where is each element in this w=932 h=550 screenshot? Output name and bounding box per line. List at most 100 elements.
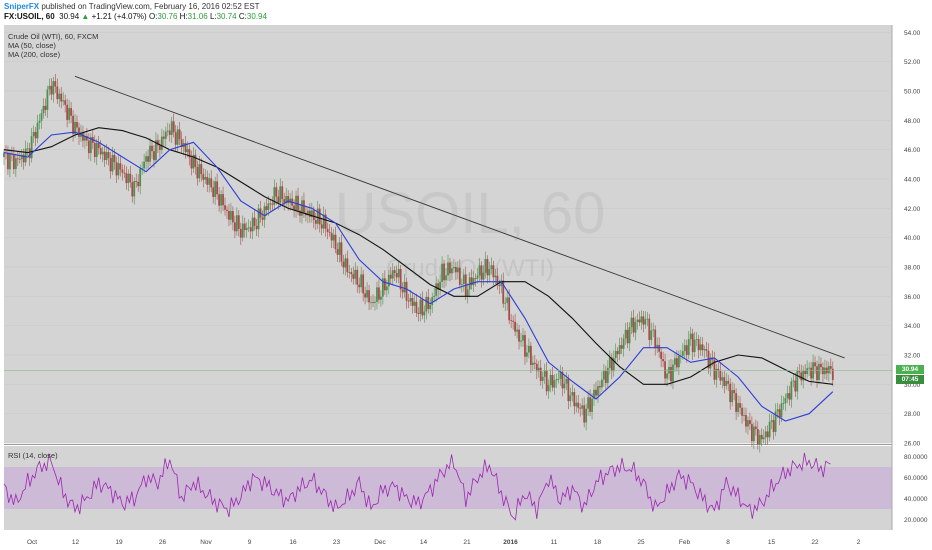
candle-body: [93, 142, 96, 157]
y-tick-label: 52.00: [904, 59, 921, 66]
candle-body: [705, 349, 708, 351]
candle-body: [28, 148, 31, 159]
candle-body: [612, 357, 615, 372]
candle-body: [557, 378, 560, 380]
candle-body: [9, 153, 11, 170]
candle-body: [782, 403, 785, 405]
candle-body: [216, 181, 219, 195]
candle-body: [478, 265, 481, 276]
candle-body: [50, 85, 53, 95]
candle-body: [786, 393, 789, 398]
candle-body: [299, 210, 301, 216]
low-label: L:: [209, 12, 217, 21]
candle-body: [535, 363, 538, 372]
candle-body: [462, 274, 465, 285]
candle-body: [330, 232, 333, 241]
candle-body: [531, 362, 534, 365]
candle-body: [533, 362, 536, 364]
candle-body: [526, 352, 528, 357]
candle-body: [74, 121, 76, 134]
candle-body: [352, 274, 355, 279]
candle-body: [749, 420, 751, 425]
candle-body: [235, 215, 238, 232]
candle-body: [543, 370, 546, 377]
ma200-line: [3, 127, 833, 385]
candle-body: [381, 278, 384, 297]
candle-body: [376, 287, 378, 302]
candle-body: [780, 403, 783, 418]
candle-body: [524, 335, 526, 357]
candle-body: [650, 330, 653, 340]
y-tick-label: 36.00: [904, 294, 921, 301]
watermark-name: Crude Oil (WTI): [386, 255, 554, 282]
candle-body: [703, 349, 706, 351]
candle-body: [48, 85, 51, 90]
candle-body: [301, 200, 303, 216]
candle-body: [401, 289, 404, 293]
candle-body: [413, 301, 416, 306]
open-value: 30.76: [157, 12, 178, 21]
candle-body: [528, 345, 530, 353]
candle-body: [164, 131, 167, 139]
candle-body: [172, 121, 175, 133]
candle-body: [374, 301, 376, 303]
candle-body: [672, 364, 674, 382]
candle-body: [697, 339, 700, 351]
candle-body: [745, 415, 747, 427]
y-tick-label: 30.00: [904, 382, 921, 389]
candle-body: [470, 277, 473, 286]
candle-body: [320, 224, 323, 229]
candle-body: [648, 318, 651, 340]
candle-body: [484, 259, 487, 273]
chart-title[interactable]: Crude Oil (WTI), 60, FXCM: [8, 32, 99, 41]
candle-body: [68, 108, 71, 120]
rsi-legend[interactable]: RSI (14, close): [8, 451, 58, 460]
candle-body: [685, 345, 688, 355]
candle-body: [602, 370, 605, 380]
candle-body: [395, 273, 398, 278]
last-price-badge: 30.94: [896, 365, 924, 374]
candle-body: [824, 367, 826, 375]
candle-body: [190, 157, 193, 169]
candle-body: [762, 437, 765, 440]
candle-body: [82, 132, 84, 141]
candle-body: [66, 104, 69, 120]
candle-body: [125, 173, 128, 184]
candle-body: [435, 283, 438, 296]
candle-body: [346, 258, 349, 273]
candle-body: [750, 424, 753, 442]
candle-body: [385, 286, 388, 291]
candle-body: [632, 317, 635, 333]
candle-body: [798, 371, 801, 373]
candle-body: [139, 168, 142, 187]
candle-body: [563, 383, 566, 389]
candle-body: [814, 362, 816, 367]
candle-body: [638, 319, 641, 323]
candle-body: [364, 293, 367, 298]
candle-body: [287, 195, 290, 204]
candle-body: [666, 373, 668, 379]
trendline: [74, 75, 845, 359]
ma50-legend[interactable]: MA (50, close): [8, 41, 56, 50]
candle-body: [241, 223, 244, 238]
candle-body: [214, 181, 217, 197]
candle-body: [419, 299, 422, 314]
candle-body: [520, 340, 522, 342]
candle-body: [220, 194, 222, 206]
candle-body: [571, 392, 574, 396]
publisher-name[interactable]: SniperFX: [4, 2, 40, 11]
candle-body: [575, 402, 578, 407]
candle-body: [701, 344, 704, 351]
candle-body: [44, 105, 47, 110]
candle-body: [624, 329, 627, 339]
candle-body: [670, 366, 672, 382]
candle-body: [587, 397, 590, 409]
ma200-legend[interactable]: MA (200, close): [8, 50, 61, 59]
candle-body: [810, 367, 812, 379]
candle-body: [784, 397, 787, 404]
candle-body: [415, 301, 418, 313]
candle-body: [498, 285, 501, 287]
symbol-label: FX:USOIL, 60: [4, 12, 55, 21]
candle-body: [449, 262, 451, 274]
